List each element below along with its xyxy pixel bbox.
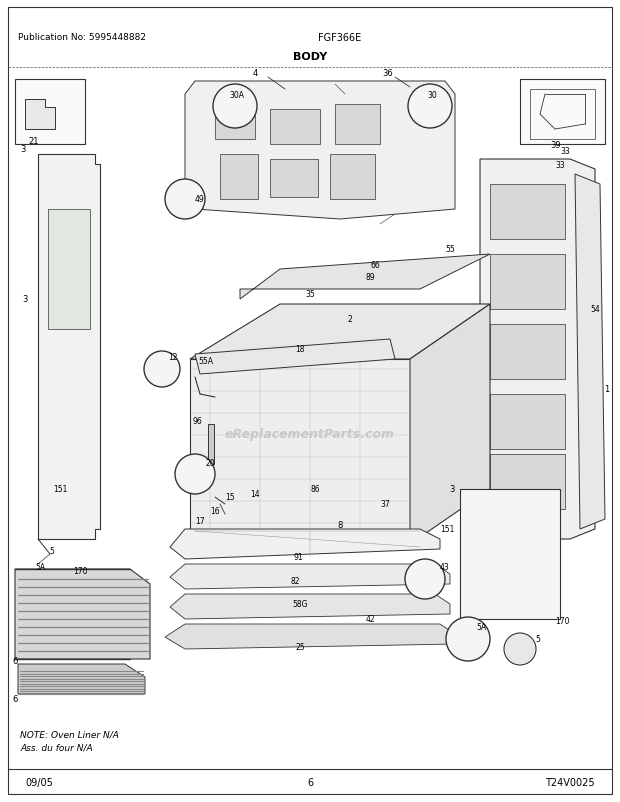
- Polygon shape: [185, 467, 205, 482]
- Text: 20: 20: [205, 459, 215, 468]
- Circle shape: [405, 559, 445, 599]
- Text: 15: 15: [225, 493, 235, 502]
- Text: 6: 6: [12, 657, 17, 666]
- Text: 3: 3: [20, 145, 25, 154]
- Text: Ass. du four N/A: Ass. du four N/A: [20, 743, 92, 751]
- Text: Publication No: 5995448882: Publication No: 5995448882: [18, 34, 146, 43]
- Circle shape: [408, 85, 452, 129]
- Polygon shape: [410, 305, 490, 545]
- Text: 3: 3: [22, 295, 27, 304]
- Text: 49: 49: [195, 195, 205, 205]
- Text: 96: 96: [192, 417, 202, 426]
- Text: 5: 5: [536, 634, 541, 644]
- Polygon shape: [185, 82, 455, 220]
- Text: 1: 1: [604, 385, 609, 394]
- Text: BODY: BODY: [293, 52, 327, 62]
- Text: 12: 12: [168, 353, 177, 362]
- Bar: [490, 455, 565, 509]
- Bar: [330, 155, 375, 200]
- Text: 55: 55: [445, 245, 455, 254]
- Polygon shape: [165, 624, 455, 649]
- Text: 3: 3: [450, 485, 455, 494]
- Text: 21: 21: [28, 137, 38, 146]
- Polygon shape: [240, 255, 490, 300]
- Bar: [490, 325, 565, 379]
- Text: 58G: 58G: [292, 600, 308, 609]
- Text: 37: 37: [380, 500, 390, 508]
- Text: 82: 82: [290, 577, 299, 585]
- Polygon shape: [480, 160, 595, 539]
- Text: 33: 33: [556, 160, 565, 169]
- Text: 151: 151: [53, 485, 67, 494]
- Text: 36: 36: [383, 70, 393, 79]
- Text: 43: 43: [440, 563, 450, 572]
- Text: 4: 4: [252, 70, 258, 79]
- Text: 33: 33: [560, 148, 570, 156]
- Bar: [48, 210, 90, 330]
- Bar: [490, 184, 565, 240]
- Bar: [270, 160, 318, 198]
- Text: 09/05: 09/05: [25, 777, 53, 787]
- Text: NOTE: Oven Liner N/A: NOTE: Oven Liner N/A: [20, 730, 119, 739]
- Bar: [335, 105, 380, 145]
- Bar: [208, 424, 214, 464]
- Polygon shape: [15, 569, 150, 659]
- Text: 6: 6: [12, 695, 17, 703]
- Bar: [490, 395, 565, 449]
- Polygon shape: [38, 155, 100, 539]
- Polygon shape: [18, 664, 145, 695]
- Text: 16: 16: [210, 507, 220, 516]
- Text: 42: 42: [365, 615, 375, 624]
- Text: eReplacementParts.com: eReplacementParts.com: [225, 428, 395, 441]
- Circle shape: [446, 618, 490, 661]
- Text: 151: 151: [441, 525, 455, 534]
- Bar: [460, 489, 560, 619]
- Bar: [270, 110, 320, 145]
- Text: 30A: 30A: [229, 91, 244, 100]
- Text: 55A: 55A: [198, 357, 213, 366]
- Polygon shape: [170, 594, 450, 619]
- Text: 2: 2: [348, 315, 352, 324]
- Bar: [220, 155, 258, 200]
- Polygon shape: [25, 100, 55, 130]
- Text: 8: 8: [337, 520, 343, 529]
- Text: 14: 14: [250, 490, 260, 499]
- Circle shape: [165, 180, 205, 220]
- Bar: [490, 255, 565, 310]
- Text: 5A: 5A: [35, 563, 45, 572]
- Circle shape: [144, 351, 180, 387]
- Text: 54: 54: [590, 305, 600, 314]
- Bar: [15, 80, 85, 145]
- Polygon shape: [190, 305, 490, 359]
- Polygon shape: [170, 529, 440, 559]
- Polygon shape: [575, 175, 605, 529]
- Text: 89: 89: [365, 273, 375, 282]
- Text: 18: 18: [295, 345, 305, 354]
- Bar: [215, 110, 255, 140]
- Text: 17: 17: [195, 516, 205, 526]
- Text: 170: 170: [73, 567, 87, 576]
- Bar: [463, 634, 473, 646]
- Text: 35: 35: [305, 290, 315, 299]
- Text: 6: 6: [307, 777, 313, 787]
- Text: T24V0025: T24V0025: [546, 777, 595, 787]
- Text: 39: 39: [551, 140, 561, 149]
- Text: 5: 5: [50, 547, 55, 556]
- Text: 66: 66: [370, 260, 380, 269]
- Text: FGF366E: FGF366E: [319, 33, 361, 43]
- Text: 5A: 5A: [476, 622, 486, 632]
- Polygon shape: [190, 359, 410, 545]
- Bar: [520, 80, 605, 145]
- Text: 86: 86: [310, 485, 320, 494]
- Text: 91: 91: [293, 553, 303, 561]
- Text: 25: 25: [295, 642, 305, 652]
- Text: 170: 170: [555, 617, 569, 626]
- Circle shape: [213, 85, 257, 129]
- Circle shape: [504, 634, 536, 665]
- Circle shape: [175, 455, 215, 494]
- Polygon shape: [170, 565, 450, 589]
- Text: 30: 30: [427, 91, 437, 100]
- Polygon shape: [195, 339, 395, 375]
